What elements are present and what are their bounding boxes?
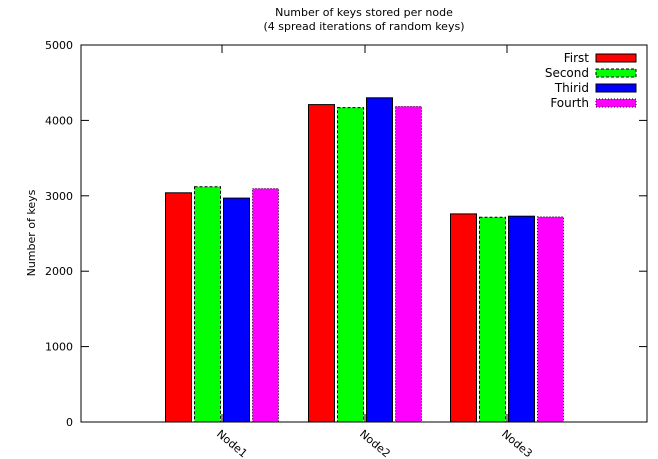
y-tick-label: 2000 — [45, 265, 73, 278]
bar-node2-thirid — [366, 97, 393, 423]
bar-node2-first — [308, 104, 335, 423]
bar-node2-fourth — [395, 106, 422, 423]
bar-node3-first — [450, 213, 477, 423]
legend-swatch-first — [595, 53, 637, 63]
y-axis-label: Number of keys — [25, 189, 38, 276]
bar-node3-second — [479, 216, 506, 423]
bar-node3-fourth — [537, 216, 564, 423]
legend-swatch-thirid — [595, 83, 637, 93]
chart-title: Number of keys stored per node — [275, 6, 453, 19]
legend-label-fourth: Fourth — [550, 96, 589, 110]
chart-subtitle: (4 spread iterations of random keys) — [263, 20, 464, 33]
y-tick-label: 1000 — [45, 341, 73, 354]
legend-swatch-fourth — [595, 98, 637, 108]
legend-label-thirid: Thirid — [554, 81, 589, 95]
y-tick-label: 0 — [66, 416, 73, 429]
bar-node3-thirid — [508, 215, 535, 423]
legend-swatch-second — [595, 68, 637, 78]
plot-frame — [80, 44, 648, 423]
bars-group — [165, 97, 564, 423]
y-tick-label: 3000 — [45, 190, 73, 203]
legend-label-first: First — [564, 51, 590, 65]
legend-label-second: Second — [545, 66, 589, 80]
x-tick-label-node1: Node1 — [214, 427, 250, 459]
x-tick-label-node2: Node2 — [357, 427, 393, 459]
y-tick-label: 4000 — [45, 114, 73, 127]
y-tick-label: 5000 — [45, 39, 73, 52]
bar-node1-first — [165, 192, 192, 423]
bar-node1-fourth — [252, 188, 279, 423]
bar-node1-thirid — [223, 197, 250, 423]
x-tick-label-node3: Node3 — [499, 427, 535, 459]
bar-node2-second — [337, 107, 364, 423]
y-ticks-group: 0 1000 2000 3000 4000 5000 — [45, 39, 647, 429]
bar-node1-second — [194, 186, 221, 423]
